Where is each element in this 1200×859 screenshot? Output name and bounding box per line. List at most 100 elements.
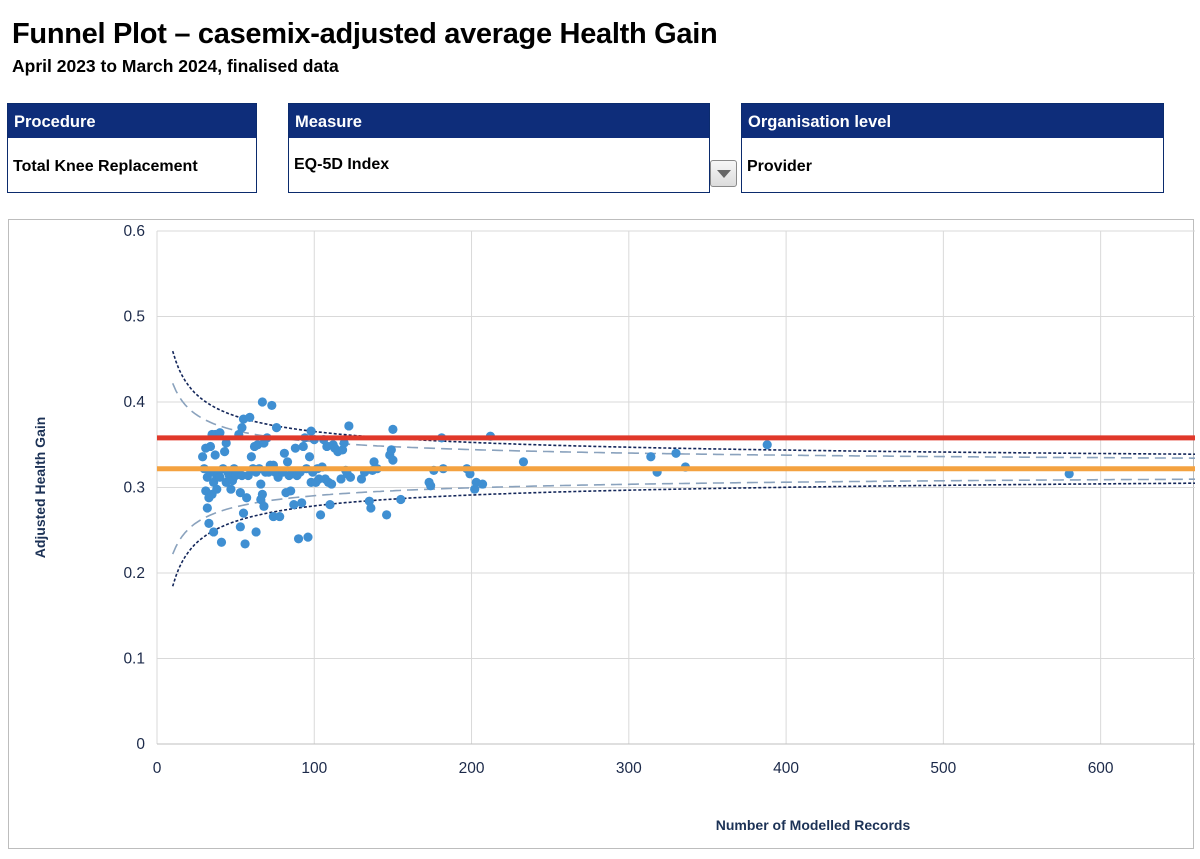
data-point [304,452,315,462]
x-tick-label: 200 [459,760,485,777]
y-tick-label: 0.2 [123,565,145,582]
data-point [257,397,267,407]
lower-95-limit [171,478,1195,555]
data-point [289,500,299,510]
axis-ticks: 0 0.1 0.2 0.3 0.4 0.5 0.6 0 100 200 300 400 500 600 [123,223,1114,777]
y-tick-label: 0.1 [123,651,145,668]
data-point [216,537,227,547]
data-point [315,510,326,520]
x-tick-label: 600 [1088,760,1114,777]
x-tick-label: 300 [616,760,642,777]
x-axis-title: Number of Modelled Records [716,817,911,833]
data-point [426,481,436,491]
data-point [238,508,249,518]
measure-dropdown-button[interactable] [710,160,737,187]
data-point [198,452,208,462]
y-tick-label: 0.5 [123,309,145,326]
data-point [246,452,256,462]
data-point [306,426,316,436]
data-point [268,511,278,522]
data-point [279,448,289,458]
x-tick-label: 100 [301,760,327,777]
data-point [290,443,300,453]
data-point [212,484,222,494]
data-point [671,448,681,458]
data-point [297,498,307,508]
data-point [646,452,656,462]
data-point [314,474,324,484]
measure-filter-value[interactable]: EQ-5D Index [294,156,390,173]
data-point [388,424,398,434]
data-point [221,438,231,448]
data-point [286,486,296,496]
funnel-plot-chart: 0 0.1 0.2 0.3 0.4 0.5 0.6 0 100 200 300 400 500 600 A… [32,223,1195,833]
measure-filter[interactable]: Measure EQ-5D Index [288,103,710,193]
data-point [210,450,220,460]
page-subtitle: April 2023 to March 2024, finalised data [12,56,339,76]
data-point [251,527,261,537]
organisation-level-filter-label: Organisation level [742,104,1163,138]
procedure-filter-value[interactable]: Total Knee Replacement [13,158,198,175]
data-point [205,441,216,452]
reference-lines [157,435,1195,472]
data-point [325,500,335,510]
data-point [215,472,225,482]
data-point [326,479,337,489]
data-point [271,423,282,433]
y-axis-title: Adjusted Health Gain [32,417,48,559]
data-point [215,428,225,438]
y-tick-label: 0.4 [123,394,145,411]
data-point [257,489,267,499]
data-points [198,397,1074,549]
data-point [293,534,304,544]
x-tick-label: 400 [773,760,799,777]
data-point [202,503,212,513]
data-point [282,457,293,467]
page-title: Funnel Plot – casemix-adjusted average H… [12,18,718,50]
procedure-filter-label: Procedure [8,104,256,138]
data-point [245,412,255,422]
organisation-level-filter-value[interactable]: Provider [747,158,812,175]
chevron-down-icon [717,170,731,178]
data-point [259,501,269,511]
y-tick-label: 0 [136,736,145,753]
data-point [237,423,247,433]
data-point [1064,469,1074,479]
data-point [396,494,406,505]
data-point [356,474,367,484]
data-point [298,441,308,452]
procedure-filter[interactable]: Procedure Total Knee Replacement [7,103,257,193]
data-point [235,522,245,532]
data-point [243,470,253,481]
y-tick-label: 0.3 [123,480,145,497]
data-point [762,440,772,450]
data-point [267,400,277,411]
organisation-level-filter[interactable]: Organisation level Provider [741,103,1164,193]
gridlines [156,230,1195,745]
data-point [477,479,488,489]
data-point [518,457,529,467]
data-point [275,511,285,522]
data-point [256,479,266,489]
x-tick-label: 0 [153,760,162,777]
data-point [303,532,313,542]
data-point [209,527,219,537]
data-point [240,539,250,549]
data-point [345,472,356,482]
data-point [237,470,247,481]
data-point [382,510,392,520]
measure-filter-label: Measure [289,104,709,138]
data-point [226,484,236,494]
data-point [220,446,230,457]
data-point [386,445,396,455]
control-limits [171,350,1195,587]
lower-99-8-limit [171,482,1195,587]
funnel-plot-frame: 0 0.1 0.2 0.3 0.4 0.5 0.6 0 100 200 300 400 500 600 A… [8,219,1195,849]
data-point [369,457,379,467]
data-point [242,493,252,503]
data-point [336,474,346,484]
data-point [204,518,214,529]
data-point [344,421,354,431]
upper-99-8-limit [171,350,1195,455]
data-point [388,455,398,465]
